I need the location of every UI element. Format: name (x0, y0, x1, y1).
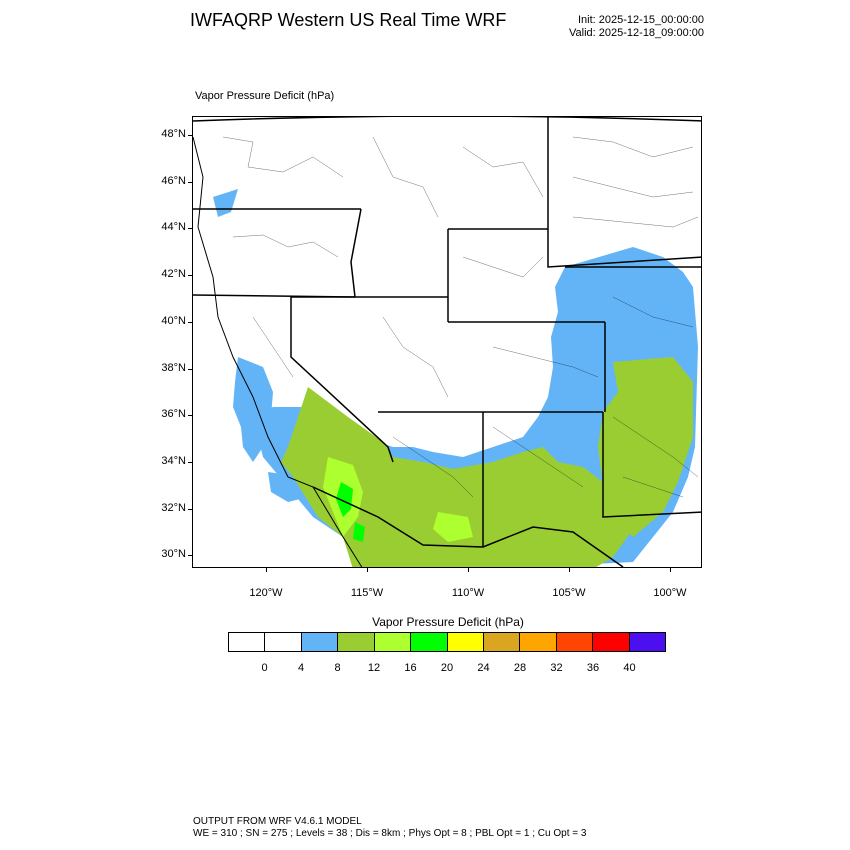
colorbar-title: Vapor Pressure Deficit (hPa) (372, 615, 524, 629)
vpd-fill-layer (213, 189, 698, 567)
latitude-tick (188, 368, 192, 370)
colorbar-box (411, 633, 448, 651)
longitude-label: 100°W (653, 587, 687, 599)
longitude-tick (670, 568, 671, 572)
latitude-tick (188, 508, 192, 510)
longitude-tick (367, 568, 368, 572)
latitude-tick (188, 461, 192, 463)
canada-border (193, 117, 701, 122)
colorbar-box (265, 633, 302, 651)
latitude-tick (188, 415, 192, 417)
vpd-region-16-20-b (353, 522, 365, 542)
colorbar-box (301, 633, 339, 651)
colorbar-level-label: 0 (261, 662, 268, 674)
longitude-tick (569, 568, 570, 572)
latitude-tick (188, 555, 192, 557)
latitude-label: 34°N (161, 454, 186, 467)
tx-border (602, 412, 701, 518)
latitude-label: 30°N (161, 548, 186, 561)
colorbar-box (629, 633, 666, 651)
latitude-label: 36°N (161, 408, 186, 421)
colorbar (228, 632, 666, 652)
latitude-label: 32°N (161, 501, 186, 514)
colorbar-box (374, 633, 412, 651)
colorbar-level-label: 20 (440, 662, 454, 674)
latitude-label: 46°N (161, 174, 186, 187)
longitude-tick (468, 568, 469, 572)
county-borders (222, 136, 699, 498)
colorbar-level-label: 36 (586, 662, 600, 674)
latitude-label: 40°N (161, 314, 186, 327)
longitude-label: 105°W (552, 587, 586, 599)
colorbar-box (447, 633, 484, 651)
colorbar-level-label: 4 (297, 662, 305, 674)
ca-nv-border (290, 297, 394, 463)
latitude-tick (188, 275, 192, 277)
plot-subtitle: Vapor Pressure Deficit (hPa) (195, 90, 335, 102)
colorbar-level-label: 12 (367, 662, 381, 674)
valid-time: Valid: 2025-12-18_09:00:00 (569, 27, 704, 39)
latitude-tick (188, 181, 192, 183)
latitude-tick (188, 228, 192, 230)
colorbar-level-label: 28 (513, 662, 527, 674)
colorbar-box (229, 633, 266, 651)
longitude-label: 115°W (350, 587, 384, 599)
latitude-label: 44°N (161, 221, 186, 234)
latitude-tick (188, 321, 192, 323)
state-borders (193, 117, 701, 567)
main-title: IWFAQRP Western US Real Time WRF (190, 10, 507, 30)
vpd-region-8-12-sw (281, 387, 638, 567)
coastline (193, 136, 363, 567)
longitude-label: 110°W (451, 587, 485, 599)
colorbar-level-label: 32 (550, 662, 563, 674)
latitude-label: 48°N (161, 128, 186, 140)
footer-config-line: WE = 310 ; SN = 275 ; Levels = 38 ; Dis … (193, 828, 587, 839)
mexico-border (312, 486, 624, 567)
colorbar-box (520, 633, 557, 651)
colorbar-level-label: 24 (477, 662, 490, 674)
vpd-region-4-8-nw (213, 189, 238, 217)
colorbar-box (483, 633, 521, 651)
latitude-label: 42°N (161, 268, 186, 281)
vpd-region-12-16-b (433, 512, 473, 542)
vpd-map (193, 117, 701, 567)
colorbar-box (593, 633, 630, 651)
footer-model-line: OUTPUT FROM WRF V4.6.1 MODEL (193, 816, 362, 827)
map-panel (192, 116, 702, 568)
colorbar-box (338, 633, 375, 651)
colorbar-level-label: 16 (404, 662, 417, 674)
longitude-tick (266, 568, 267, 572)
colorbar-level-label: 40 (623, 662, 636, 674)
vpd-region-4-8-coast (233, 357, 273, 462)
colorbar-box (556, 633, 594, 651)
or-id-border (350, 208, 362, 298)
colorbar-level-label: 8 (334, 662, 341, 674)
latitude-label: 38°N (161, 361, 186, 374)
vpd-region-16-20-a (336, 482, 353, 517)
longitude-label: 120°W (249, 587, 283, 599)
latitude-tick (188, 135, 192, 136)
init-time: Init: 2025-12-15_00:00:00 (578, 14, 704, 26)
dakota-border (547, 117, 701, 268)
vpd-region-8-12-plains (598, 357, 693, 537)
